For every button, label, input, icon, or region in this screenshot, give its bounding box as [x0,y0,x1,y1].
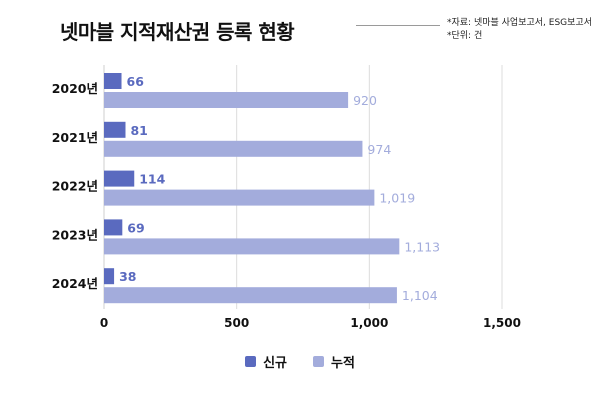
legend-item-new: 신규 [245,352,287,371]
legend: 신규 누적 [0,352,600,371]
bar-cumulative [104,238,400,255]
bar-cumulative [104,92,349,108]
legend-label-new: 신규 [263,356,287,371]
bar-new [104,219,123,236]
bar-cumulative [104,140,363,157]
data-label-cumulative: 1,104 [402,288,438,303]
bar-new [104,170,135,187]
bar-new [104,268,115,285]
legend-swatch-new [245,356,257,367]
category-label: 2024년 [52,276,98,291]
x-tick-label: 500 [224,316,249,330]
x-tick-label: 0 [100,316,108,330]
legend-label-cumulative: 누적 [331,356,355,371]
bar-cumulative [104,287,397,304]
category-label: 2023년 [52,227,98,242]
chart-notes: *자료: 넷마블 사업보고서, ESG보고서 *단위: 건 [447,17,592,43]
data-label-new: 69 [127,220,144,235]
data-label-cumulative: 974 [367,142,391,157]
source-note: *자료: 넷마블 사업보고서, ESG보고서 [447,18,592,28]
chart-title: 넷마블 지적재산권 등록 현황 [60,20,295,44]
data-label-new: 114 [139,172,165,187]
bar-new [104,73,122,89]
data-label-new: 66 [127,74,145,89]
data-label-new: 38 [119,269,136,284]
category-label: 2021년 [52,130,98,145]
legend-swatch-cumulative [313,356,324,367]
legend-item-cumulative: 누적 [313,352,355,371]
notes-divider [356,25,440,26]
x-tick-label: 1,000 [350,316,388,330]
data-label-cumulative: 920 [353,93,377,108]
x-tick-label: 1,500 [483,316,521,330]
data-label-new: 81 [130,123,147,138]
data-label-cumulative: 1,019 [379,191,415,206]
unit-note: *단위: 건 [447,31,483,41]
bar-cumulative [104,189,375,206]
category-label: 2022년 [52,179,98,194]
category-label: 2020년 [52,81,98,96]
data-label-cumulative: 1,113 [404,239,440,254]
bar-new [104,121,126,138]
